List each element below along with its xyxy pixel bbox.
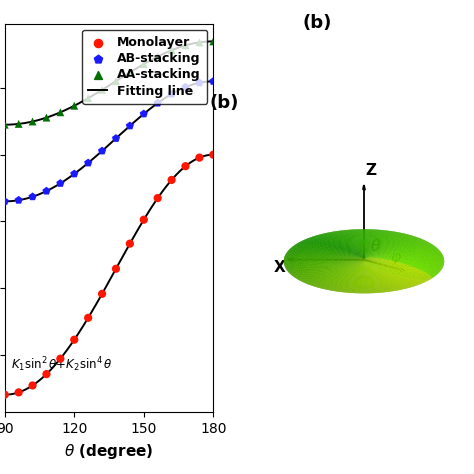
- Point: [84, 314, 92, 322]
- X-axis label: $\theta$ (degree): $\theta$ (degree): [64, 442, 154, 461]
- Point: [140, 110, 147, 118]
- Point: [126, 122, 134, 129]
- Point: [140, 216, 147, 224]
- Point: [210, 37, 217, 45]
- Point: [140, 60, 147, 68]
- Point: [71, 102, 78, 109]
- Point: [43, 114, 50, 121]
- Point: [182, 163, 189, 170]
- Point: [182, 42, 189, 49]
- Point: [15, 196, 22, 204]
- Point: [15, 389, 22, 396]
- Point: [196, 38, 203, 46]
- Text: (b): (b): [303, 14, 332, 32]
- Point: [196, 154, 203, 162]
- Point: [56, 109, 64, 116]
- Point: [29, 118, 36, 125]
- Point: [112, 77, 120, 85]
- Point: [154, 99, 162, 107]
- Text: (b): (b): [209, 94, 238, 112]
- Point: [56, 355, 64, 363]
- Point: [15, 120, 22, 128]
- Point: [168, 46, 175, 54]
- Point: [1, 198, 9, 205]
- Point: [84, 94, 92, 102]
- Point: [84, 159, 92, 167]
- Point: [43, 187, 50, 195]
- Point: [1, 121, 9, 128]
- Point: [29, 382, 36, 389]
- Point: [56, 180, 64, 187]
- Point: [71, 170, 78, 178]
- Point: [112, 135, 120, 142]
- Point: [43, 370, 50, 378]
- Point: [154, 194, 162, 202]
- Point: [126, 240, 134, 247]
- Point: [126, 69, 134, 76]
- Point: [154, 53, 162, 60]
- Point: [210, 78, 217, 85]
- Point: [98, 86, 106, 94]
- Text: $K_1\sin^2\theta$$+$$K_2\sin^4\theta$: $K_1\sin^2\theta$$+$$K_2\sin^4\theta$: [11, 355, 112, 374]
- Legend: Monolayer, AB-stacking, AA-stacking, Fitting line: Monolayer, AB-stacking, AA-stacking, Fit…: [82, 30, 207, 104]
- Point: [112, 265, 120, 273]
- Point: [71, 336, 78, 344]
- Point: [182, 83, 189, 91]
- Point: [168, 176, 175, 184]
- Point: [98, 147, 106, 155]
- Point: [210, 151, 217, 158]
- Point: [1, 391, 9, 399]
- Point: [29, 193, 36, 201]
- Point: [168, 90, 175, 98]
- Point: [196, 79, 203, 87]
- Point: [98, 290, 106, 298]
